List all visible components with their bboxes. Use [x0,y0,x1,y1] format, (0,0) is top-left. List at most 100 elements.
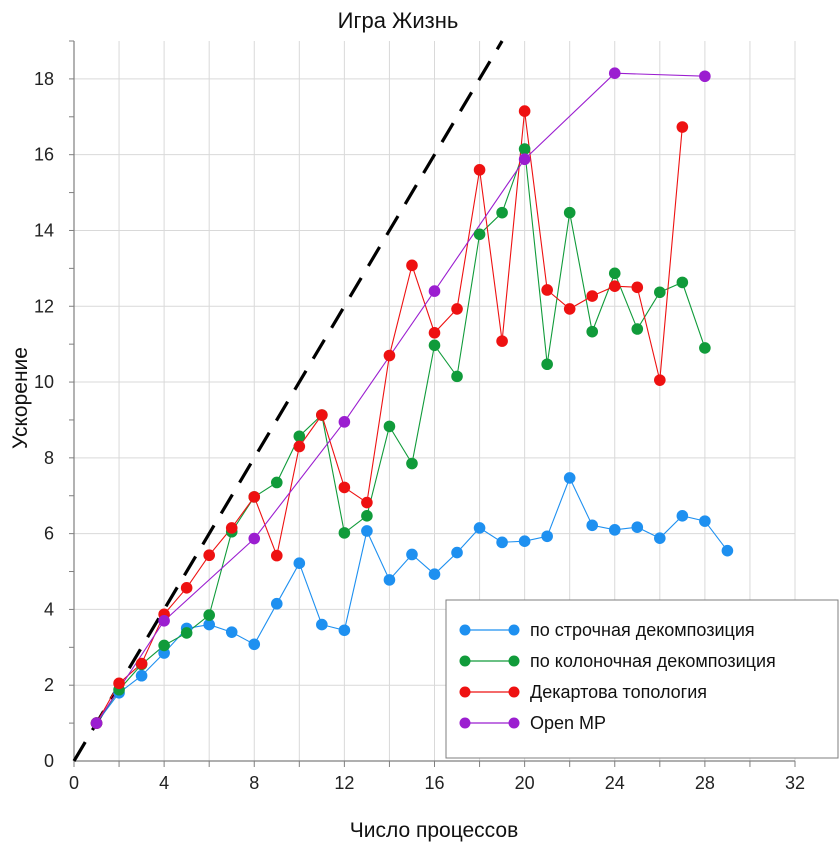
data-point-s2-16 [451,303,463,315]
ideal-speedup-line [72,40,504,762]
data-point-s2-22 [586,290,599,302]
data-point-s1-26 [676,276,689,289]
data-point-s2-17 [473,164,486,176]
legend-label-1: по колоночная декомпозиция [530,651,776,671]
data-point-s2-18 [496,335,508,347]
data-point-s2-2 [135,657,148,670]
data-point-s2-1 [113,677,125,690]
data-point-s3-4 [428,285,441,297]
data-point-s0-23 [608,524,621,536]
data-point-s0-25 [654,532,666,544]
x-tick-label: 0 [69,773,79,793]
data-point-s1-11 [338,527,351,539]
data-point-s1-27 [699,342,711,354]
ideal-line-layer [72,40,504,762]
data-point-s2-15 [428,326,441,339]
data-point-s1-21 [563,206,576,219]
data-point-s2-5 [203,549,215,562]
series-line-1 [96,148,706,724]
data-point-s2-13 [383,349,396,362]
data-point-s0-26 [676,510,689,522]
data-point-s0-7 [248,638,261,651]
data-point-s0-2 [135,669,148,682]
data-point-s2-19 [518,105,531,117]
data-point-s2-24 [631,281,644,294]
data-point-s1-18 [496,206,508,219]
data-point-s1-17 [473,228,486,241]
y-tick-label: 8 [44,448,54,468]
data-point-s0-15 [428,568,441,580]
data-point-s1-19 [518,143,531,155]
legend-label-3: Open MP [530,713,606,733]
data-point-s1-23 [608,267,621,280]
data-point-s0-10 [316,618,328,631]
data-point-s1-3 [158,639,170,652]
x-tick-label: 8 [249,773,259,793]
x-tick-label: 28 [695,773,715,793]
y-tick-label: 12 [34,296,54,316]
data-point-s1-5 [203,609,215,621]
data-point-s0-20 [541,530,553,543]
data-point-s1-13 [383,420,396,433]
data-point-s2-11 [338,481,351,494]
data-point-s0-21 [563,472,576,484]
data-point-s2-8 [270,549,283,562]
y-tick-label: 2 [44,675,54,695]
data-point-s0-22 [586,519,599,532]
x-tick-label: 20 [515,773,535,793]
data-point-s0-14 [406,548,418,561]
data-point-s3-2 [248,532,261,545]
data-point-s3-3 [338,416,351,428]
y-tick-label: 4 [44,599,54,619]
data-point-s0-18 [496,536,508,549]
data-point-s2-26 [676,121,689,133]
data-point-s0-19 [518,535,531,548]
data-point-s0-13 [383,574,396,586]
y-tick-label: 6 [44,524,54,544]
data-point-s2-20 [541,284,553,296]
data-point-s0-9 [293,557,306,569]
y-tick-label: 0 [44,751,54,771]
x-tick-label: 4 [159,773,169,793]
data-point-s1-4 [180,627,193,639]
y-tick-label: 10 [34,372,54,392]
chart-title: Игра Жизнь [338,8,459,33]
data-point-s1-9 [293,430,306,443]
data-point-s0-12 [361,525,373,537]
data-point-s1-25 [654,286,666,299]
data-point-s1-8 [270,476,283,489]
series-layer [90,67,734,729]
data-point-s3-6 [608,67,621,80]
data-point-s0-28 [721,544,734,557]
data-point-s3-1 [158,614,170,627]
data-point-s0-8 [270,597,283,610]
data-point-s2-12 [361,496,373,509]
x-axis-title: Число процессов [350,819,519,842]
y-tick-label: 14 [34,220,54,240]
data-point-s3-0 [90,717,103,729]
legend-marker-left-3 [459,717,471,729]
data-point-s2-9 [293,440,306,453]
data-point-s3-7 [699,70,711,83]
data-point-s0-6 [225,626,238,638]
data-point-s0-27 [699,515,711,527]
data-point-s2-10 [316,409,328,421]
data-point-s1-15 [428,339,441,352]
data-point-s0-16 [451,546,463,559]
legend-label-0: по строчная декомпозиция [530,620,755,640]
data-point-s2-23 [608,280,621,292]
legend: по строчная декомпозиция по колоночная де… [445,599,839,759]
x-tick-label: 12 [334,773,354,793]
data-point-s0-5 [203,618,215,631]
data-point-s1-16 [451,370,463,383]
data-point-s0-24 [631,521,644,533]
data-point-s2-21 [563,303,576,315]
legend-marker-left-0 [459,624,471,636]
y-tick-label: 18 [34,69,54,89]
y-tick-label: 16 [34,145,54,165]
legend-marker-right-0 [508,624,520,636]
data-point-s2-6 [225,522,238,534]
